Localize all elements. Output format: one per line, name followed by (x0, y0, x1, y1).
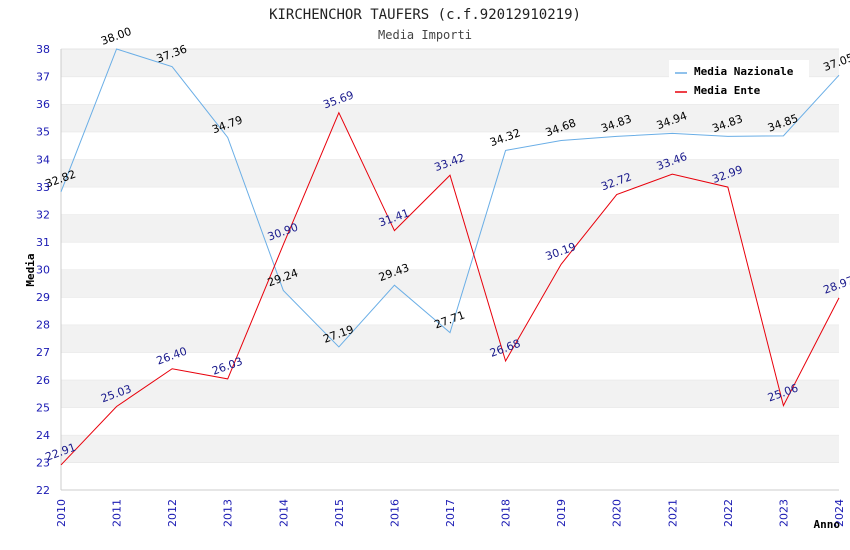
x-tick-label: 2010 (55, 499, 68, 527)
x-tick-label: 2015 (333, 499, 346, 527)
y-axis-label: Media (24, 253, 37, 286)
grid-band (61, 269, 839, 298)
x-tick-label: 2017 (444, 499, 457, 527)
y-tick-label: 37 (36, 71, 50, 84)
y-tick-label: 24 (36, 429, 50, 442)
grid-band (61, 131, 839, 160)
grid-band (61, 407, 839, 435)
y-tick-label: 31 (36, 236, 50, 249)
x-tick-label: 2011 (111, 499, 124, 527)
y-tick-labels: 22 23 24 25 26 27 28 29 30 31 32 33 34 35 36 37 38 (36, 43, 50, 497)
y-tick-label: 34 (36, 153, 50, 166)
y-tick-label: 25 (36, 401, 50, 414)
grid-band (61, 434, 839, 463)
grid-band (61, 241, 839, 270)
x-tick-label: 2019 (555, 499, 568, 527)
x-tick-label: 2016 (388, 499, 401, 527)
chart-subtitle: Media Importi (378, 28, 472, 42)
y-tick-label: 23 (36, 456, 50, 469)
y-tick-label: 36 (36, 98, 50, 111)
y-tick-label: 27 (36, 346, 50, 359)
x-tick-label: 2024 (833, 499, 846, 527)
grid-bands (61, 48, 839, 490)
legend-box (669, 60, 809, 100)
axes (60, 49, 839, 491)
grid-band (61, 352, 839, 380)
y-tick-label: 26 (36, 374, 50, 387)
grid-band (61, 214, 839, 242)
x-tick-label: 2022 (722, 499, 735, 527)
grid-band (61, 462, 839, 490)
x-tick-labels: 2010 2011 2012 2013 2014 2015 2016 2017 2018 2019… (55, 499, 846, 527)
x-tick-label: 2021 (666, 499, 679, 527)
x-tick-label: 2013 (222, 499, 235, 527)
y-tick-label: 38 (36, 43, 50, 56)
grid-band (61, 104, 839, 132)
legend-label-ente: Media Ente (694, 84, 761, 97)
y-tick-label: 33 (36, 181, 50, 194)
x-tick-label: 2023 (777, 499, 790, 527)
grid-band (61, 186, 839, 215)
y-tick-label: 35 (36, 126, 50, 139)
y-tick-label: 30 (36, 264, 50, 277)
data-label: 38.00 (99, 25, 133, 48)
legend-label-nazionale: Media Nazionale (694, 65, 794, 78)
x-tick-label: 2018 (500, 499, 513, 527)
y-tick-label: 28 (36, 319, 50, 332)
grid-band (61, 379, 839, 408)
y-tick-label: 32 (36, 208, 50, 221)
x-tick-label: 2020 (611, 499, 624, 527)
x-axis-label: Anno (814, 518, 841, 531)
grid-band (61, 324, 839, 353)
grid-band (61, 297, 839, 325)
y-tick-label: 22 (36, 484, 50, 497)
y-tick-label: 29 (36, 291, 50, 304)
x-tick-label: 2014 (277, 499, 290, 527)
x-tick-label: 2012 (166, 499, 179, 527)
legend: Media Nazionale Media Ente (669, 60, 809, 100)
series-lines (60, 48, 840, 466)
grid-band (61, 159, 839, 187)
chart-title: KIRCHENCHOR TAUFERS (c.f.92012910219) (269, 7, 581, 23)
